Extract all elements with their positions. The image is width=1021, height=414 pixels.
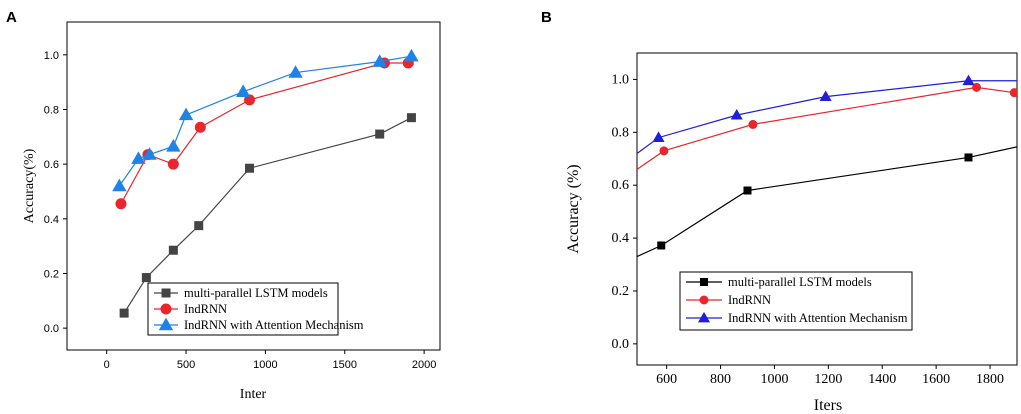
data-point-a-1: [167, 158, 179, 170]
data-point-a-1: [115, 198, 127, 210]
legend-label-a-1: IndRNN: [184, 302, 227, 316]
series-line-b-2: [637, 80, 1017, 154]
y-tick-label-a: 0.0: [44, 323, 59, 335]
data-point-a-0: [194, 221, 204, 231]
data-point-a-2: [131, 151, 146, 164]
x-axis-label-b: Iters: [814, 397, 842, 414]
data-point-a-2: [178, 107, 194, 121]
data-point-a-0: [375, 129, 385, 139]
x-tick-label-b: 800: [710, 372, 731, 387]
data-point-b-2: [652, 131, 665, 142]
data-point-a-2: [288, 65, 303, 78]
data-point-a-0: [406, 113, 416, 123]
data-point-a-2: [235, 84, 251, 97]
data-point-b-0: [657, 241, 666, 250]
legend-marker-a-1: [160, 303, 172, 315]
legend-label-a-0: multi-parallel LSTM models: [184, 286, 328, 300]
y-tick-label-b: 0.8: [612, 125, 630, 140]
panel-a-letter: A: [6, 9, 17, 26]
data-point-a-1: [194, 121, 206, 133]
x-tick-label-b: 1400: [868, 372, 896, 387]
legend-marker-b-2: [697, 311, 711, 323]
data-point-a-2: [142, 147, 157, 160]
panel-b-chart: 0.0 0.2 0.4 0.6 0.8 1.0 600 800 1000 1200 1400 1600…: [565, 52, 1018, 414]
x-tick-label-a: 1000: [253, 359, 277, 371]
x-tick-label-b: 1200: [814, 372, 842, 387]
y-tick-label-b: 0.6: [612, 178, 630, 193]
data-point-b-0: [743, 186, 752, 195]
plot-area-b: [637, 74, 1017, 258]
data-point-a-0: [168, 245, 178, 255]
data-point-b-1: [972, 82, 982, 92]
y-axis-label-b: Accuracy (%): [565, 164, 582, 253]
x-tick-label-b: 600: [656, 372, 677, 387]
plot-frame-a: [66, 21, 441, 351]
legend-marker-b-0: [700, 278, 708, 286]
legend-a: multi-parallel LSTM models IndRNN IndRNN w…: [147, 282, 364, 336]
y-tick-label-b: 1.0: [612, 72, 630, 87]
data-point-b-2: [819, 90, 832, 102]
y-tick-label-b: 0.4: [612, 231, 630, 246]
series-line-a-2: [118, 55, 412, 187]
legend-label-a-2: IndRNN with Attention Mechanism: [184, 318, 364, 332]
data-point-a-0: [141, 273, 151, 283]
legend-label-b-2: IndRNN with Attention Mechanism: [728, 311, 908, 325]
data-point-a-2: [372, 54, 387, 67]
x-tick-label-a: 500: [177, 359, 195, 371]
series-line-b-0: [637, 146, 1017, 258]
x-tick-label-a: 2000: [412, 359, 436, 371]
data-point-b-2: [730, 108, 743, 120]
plot-area-a: [112, 48, 419, 318]
legend-marker-a-0: [161, 288, 171, 298]
legend-label-b-0: multi-parallel LSTM models: [728, 275, 872, 289]
legend-marker-b-1: [699, 295, 709, 305]
y-axis-label-a: Accuracy(%): [22, 148, 37, 223]
data-point-b-0: [964, 153, 973, 162]
x-axis-label-a: Inter: [240, 387, 267, 402]
y-tick-label-a: 0.8: [44, 104, 59, 116]
data-point-b-1: [1009, 88, 1017, 98]
x-tick-label-b: 1600: [922, 372, 950, 387]
data-point-a-2: [404, 48, 419, 62]
y-tick-label-a: 1.0: [44, 50, 59, 62]
x-tick-label-b: 1000: [760, 372, 788, 387]
x-tick-label-a: 0: [104, 359, 110, 371]
data-point-a-0: [119, 308, 129, 318]
data-point-b-1: [659, 146, 669, 156]
x-tick-label-a: 1500: [333, 359, 357, 371]
panel-b-letter: B: [541, 9, 552, 26]
legend-label-b-1: IndRNN: [728, 293, 771, 307]
y-tick-label-a: 0.6: [44, 159, 59, 171]
legend-box-a: [147, 282, 339, 336]
x-tick-label-b: 1800: [976, 372, 1004, 387]
legend-b: multi-parallel LSTM models IndRNN IndRNN w…: [679, 271, 913, 331]
data-point-b-1: [748, 119, 758, 129]
plot-frame-b: [636, 52, 1018, 366]
data-point-b-2: [962, 74, 975, 86]
y-tick-label-b: 0.0: [612, 337, 630, 352]
data-point-a-2: [166, 139, 181, 152]
y-tick-label-b: 0.2: [612, 284, 630, 299]
data-point-a-2: [112, 178, 127, 192]
y-tick-label-a: 0.2: [44, 268, 59, 280]
panel-a-chart: 0.0 0.2 0.4 0.6 0.8 1.0 0 500 1000 1500 2000 Inter A…: [22, 21, 441, 402]
legend-marker-a-2: [158, 317, 174, 331]
y-tick-label-a: 0.4: [44, 214, 59, 226]
data-point-a-1: [244, 94, 256, 106]
data-point-a-0: [245, 163, 255, 173]
